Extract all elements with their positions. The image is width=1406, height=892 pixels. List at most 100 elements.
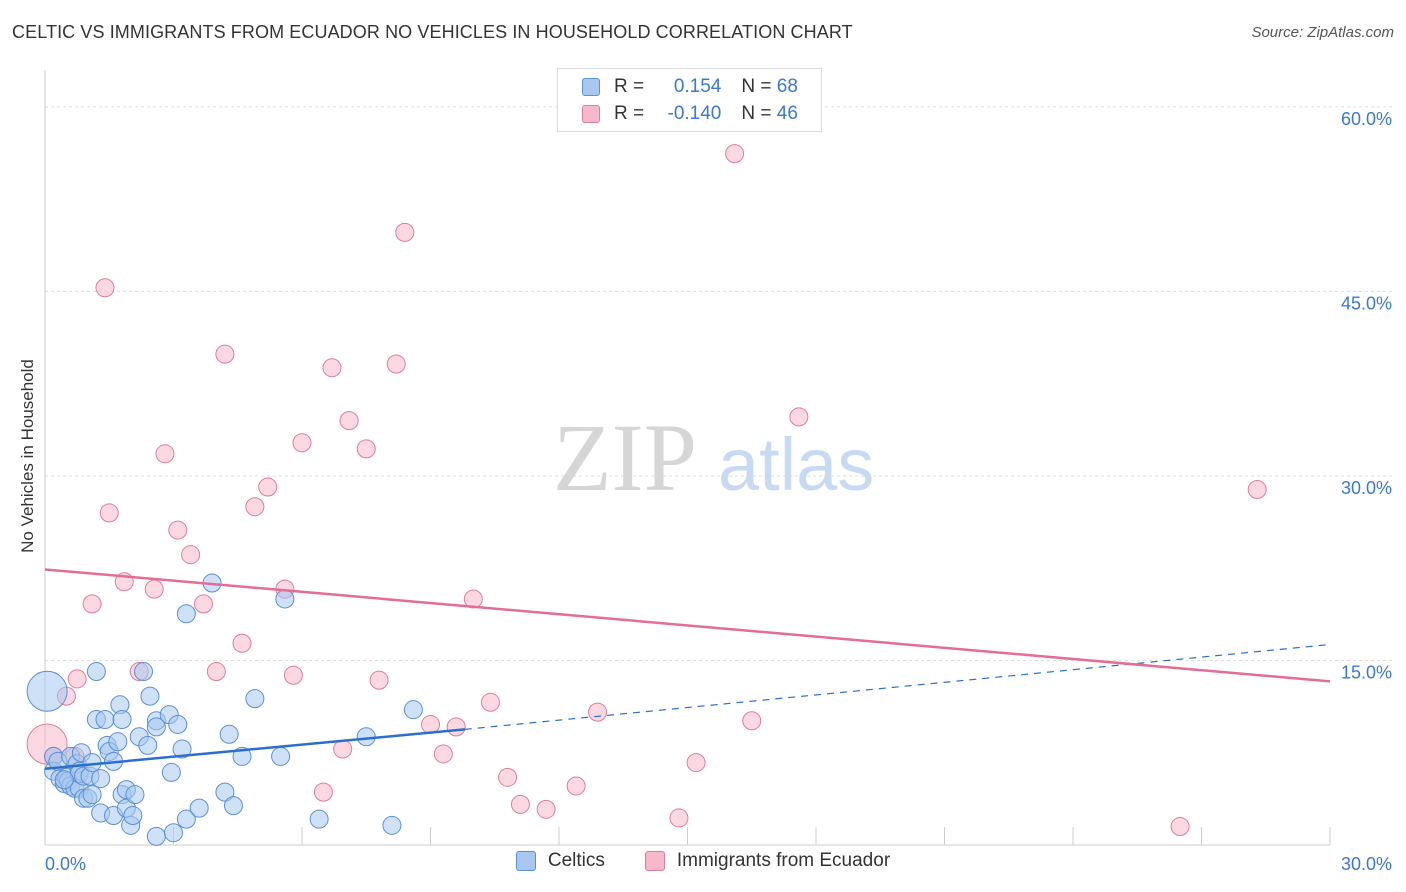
data-point xyxy=(176,809,196,829)
data-point xyxy=(123,805,143,825)
data-point xyxy=(356,439,376,459)
data-point xyxy=(168,714,188,734)
data-point xyxy=(138,735,158,755)
data-point xyxy=(433,744,453,764)
data-point xyxy=(95,710,115,730)
data-point xyxy=(510,794,530,814)
data-point xyxy=(189,798,209,818)
series-celtics-points xyxy=(26,573,423,846)
data-point xyxy=(369,670,389,690)
data-point xyxy=(313,782,333,802)
legend-n-value: 46 xyxy=(776,103,798,124)
legend-n-value: 68 xyxy=(776,76,798,97)
legend-item-celtics: Celtics xyxy=(515,850,605,872)
data-point xyxy=(686,753,706,773)
data-point xyxy=(480,692,500,712)
watermark-zip: ZIP xyxy=(553,404,697,511)
data-point xyxy=(146,717,166,737)
data-point xyxy=(498,767,518,787)
data-point xyxy=(176,604,196,624)
data-point xyxy=(742,711,762,731)
x-tick-label: 30.0% xyxy=(1341,854,1392,874)
legend-r-label: R = xyxy=(614,76,650,97)
data-point xyxy=(161,762,181,782)
legend-r-value: -0.140 xyxy=(667,103,722,124)
data-point xyxy=(99,503,119,523)
y-axis-label: No Vehicles in Household xyxy=(18,359,37,553)
watermark: ZIP atlas xyxy=(553,404,874,511)
data-point xyxy=(1247,479,1267,499)
legend-swatch-ecuador xyxy=(644,851,665,871)
data-point xyxy=(292,433,312,453)
data-point xyxy=(403,700,423,720)
legend-label-ecuador: Immigrants from Ecuador xyxy=(676,850,891,871)
data-point xyxy=(140,686,160,706)
data-point xyxy=(91,769,111,789)
data-point xyxy=(356,727,376,747)
trend-lines xyxy=(44,568,1331,770)
y-tick-label: 30.0% xyxy=(1341,478,1392,498)
data-point xyxy=(82,785,102,805)
tick-labels: 15.0% 30.0% 45.0% 60.0% 0.0% 30.0% xyxy=(45,109,1392,874)
legend-swatch-celtics xyxy=(515,851,536,871)
data-point xyxy=(283,665,303,685)
legend-r-value: 0.154 xyxy=(673,76,722,97)
axes xyxy=(44,70,1330,846)
chart-title: CELTIC VS IMMIGRANTS FROM ECUADOR NO VEH… xyxy=(12,22,853,42)
data-point xyxy=(112,710,132,730)
data-point xyxy=(566,776,586,796)
data-point xyxy=(258,477,278,497)
data-point xyxy=(275,589,295,609)
source-label: Source: ZipAtlas.com xyxy=(1251,24,1394,41)
data-point xyxy=(215,344,235,364)
data-point xyxy=(215,782,235,802)
data-point xyxy=(164,823,183,843)
data-point xyxy=(386,354,406,374)
data-point xyxy=(193,594,213,614)
legend-swatch-celtics xyxy=(582,78,600,96)
trend-line-ecuador xyxy=(44,568,1331,683)
data-point xyxy=(86,662,106,682)
x-tick-label: 0.0% xyxy=(45,854,86,874)
data-point xyxy=(223,796,243,816)
data-point xyxy=(144,579,164,599)
y-tick-label: 15.0% xyxy=(1341,662,1392,682)
data-point xyxy=(382,815,402,835)
data-point xyxy=(1170,817,1190,837)
data-point xyxy=(26,670,68,712)
legend-row-celtics: R = 0.154 N = 68 xyxy=(582,75,798,99)
legend-n-label: N = xyxy=(741,103,777,124)
legend-swatch-ecuador xyxy=(582,105,600,123)
legend-series: Celtics Immigrants from Ecuador xyxy=(0,850,1406,872)
legend-stats: R = 0.154 N = 68 R = -0.140 N = 46 xyxy=(557,68,822,132)
data-point xyxy=(536,799,556,819)
legend-item-ecuador: Immigrants from Ecuador xyxy=(644,850,891,872)
trend-line-celtics-extension xyxy=(464,643,1331,730)
data-point xyxy=(669,808,689,828)
data-point xyxy=(181,545,201,565)
data-point xyxy=(395,222,415,242)
data-point xyxy=(172,739,192,759)
data-point xyxy=(271,746,291,766)
data-point xyxy=(789,407,809,427)
data-point xyxy=(245,497,265,517)
data-point xyxy=(333,739,353,759)
y-tick-label: 60.0% xyxy=(1341,109,1392,129)
data-point xyxy=(309,809,329,829)
legend-n-label: N = xyxy=(741,76,777,97)
data-point xyxy=(219,724,239,744)
data-point xyxy=(155,444,175,464)
legend-row-ecuador: R = -0.140 N = 46 xyxy=(582,102,798,126)
data-point xyxy=(725,144,745,164)
data-point xyxy=(339,411,359,431)
trend-line-celtics xyxy=(44,728,465,770)
data-point xyxy=(206,662,226,682)
data-point xyxy=(67,669,87,689)
data-point xyxy=(134,662,154,682)
data-point xyxy=(95,278,115,298)
data-point xyxy=(322,358,342,378)
data-point xyxy=(446,717,466,737)
data-point xyxy=(245,689,265,709)
legend-label-celtics: Celtics xyxy=(547,850,605,871)
